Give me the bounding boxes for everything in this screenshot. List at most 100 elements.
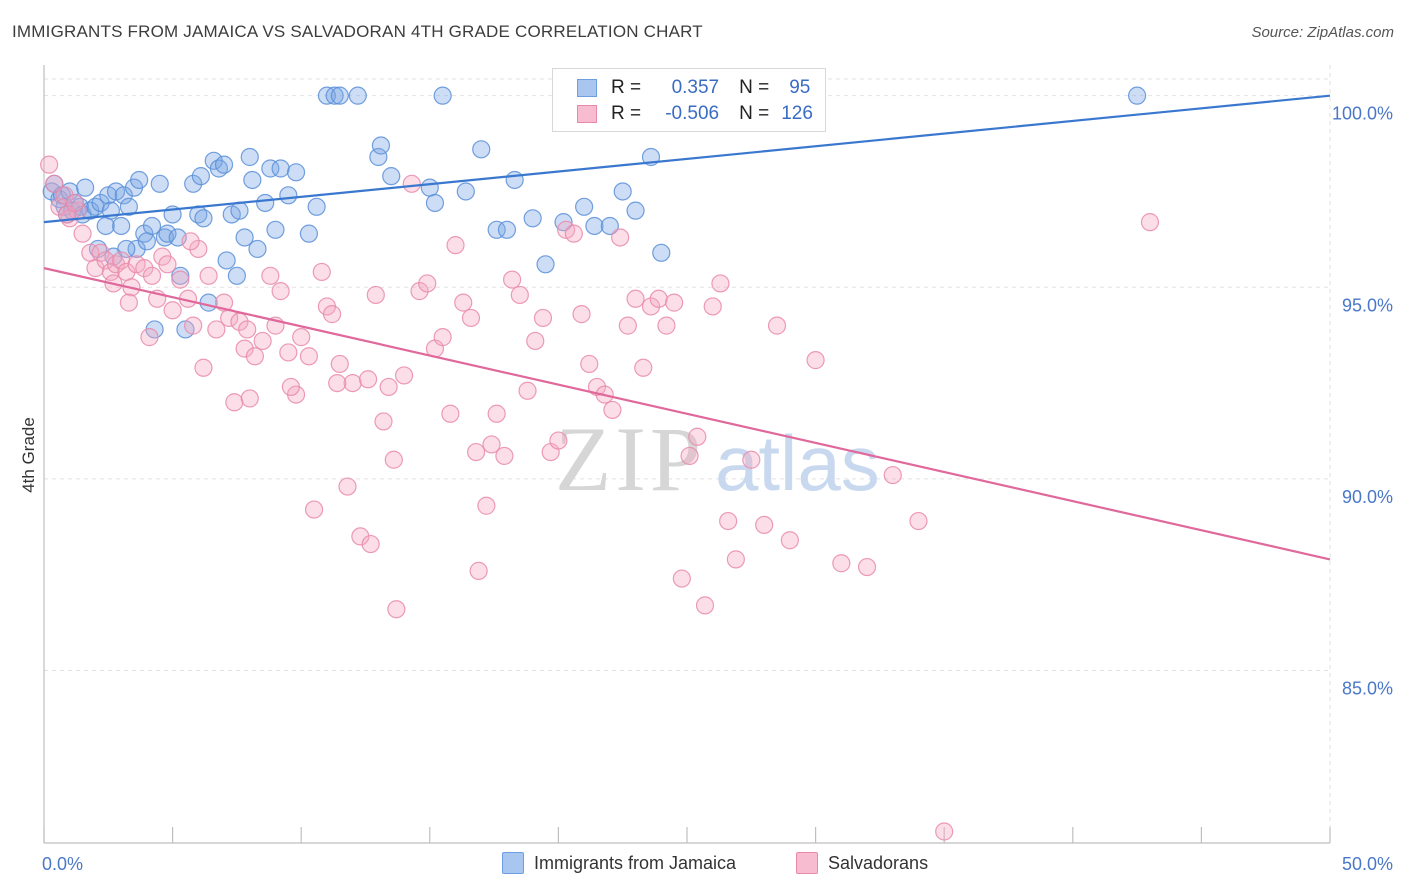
point-salvadoran [279, 343, 298, 362]
point-salvadoran [351, 527, 370, 546]
point-salvadoran [387, 600, 406, 619]
point-salvadoran [564, 224, 583, 243]
bottom-legend-jamaica[interactable]: Immigrants from Jamaica [502, 852, 736, 874]
point-jamaica [248, 239, 267, 259]
point-jamaica [279, 186, 298, 205]
watermark: ZIP atlas [555, 408, 880, 510]
x-tick-label: 0.0% [42, 854, 83, 874]
point-jamaica [142, 216, 162, 236]
point-salvadoran [680, 446, 699, 466]
trend-line-salvadorans [43, 267, 1331, 561]
point-salvadoran [328, 373, 347, 393]
point-salvadoran [40, 155, 59, 174]
point-salvadoran [225, 393, 244, 412]
point-jamaica [117, 239, 136, 259]
point-salvadoran [379, 377, 398, 397]
point-jamaica [523, 209, 542, 228]
point-jamaica [626, 201, 645, 220]
legend-n-value-jamaica: 95 [789, 77, 811, 98]
point-salvadoran [281, 377, 301, 397]
point-salvadoran [703, 297, 722, 316]
legend-r-label: R = [611, 77, 642, 98]
point-salvadoran [688, 427, 707, 446]
point-salvadoran [510, 285, 529, 305]
point-salvadoran [240, 389, 259, 408]
point-jamaica [369, 147, 388, 167]
point-salvadoran [312, 262, 331, 282]
y-tick-labels: 85.0% 90.0% 95.0% 100.0% [1332, 104, 1393, 699]
point-salvadoran [142, 266, 162, 285]
point-salvadoran [909, 511, 928, 531]
point-jamaica [348, 86, 367, 105]
x-tick-label: 50.0% [1342, 854, 1393, 874]
point-jamaica [299, 224, 319, 243]
point-jamaica [235, 228, 254, 247]
point-jamaica [194, 209, 213, 228]
point-jamaica [91, 193, 110, 213]
point-salvadoran [299, 347, 319, 366]
trend-lines [43, 94, 1331, 561]
point-salvadoran [503, 270, 522, 289]
point-jamaica [271, 159, 290, 178]
point-salvadoran [384, 450, 403, 469]
point-jamaica [130, 170, 149, 190]
y-tick-label: 90.0% [1342, 487, 1393, 507]
point-salvadoran [580, 354, 599, 374]
point-salvadoran [207, 320, 226, 339]
point-salvadoran [549, 431, 568, 450]
legend-r-value-salvadorans: -0.506 [665, 103, 720, 124]
point-salvadoran [469, 561, 488, 580]
y-tick-label: 85.0% [1342, 679, 1393, 699]
point-salvadoran [330, 354, 349, 374]
bottom-legend-salvadorans[interactable]: Salvadorans [796, 852, 928, 874]
bottom-legend-label-jamaica: Immigrants from Jamaica [534, 852, 737, 873]
point-salvadoran [45, 174, 64, 193]
point-jamaica [171, 266, 190, 285]
point-salvadoran [238, 320, 257, 339]
point-jamaica [536, 255, 555, 274]
point-salvadoran [402, 174, 421, 193]
point-jamaica [472, 140, 491, 159]
point-salvadoran [338, 477, 357, 496]
point-salvadoran [343, 373, 362, 393]
point-salvadoran [533, 308, 553, 328]
point-salvadoran [253, 331, 272, 351]
legend-n-label: N = [739, 77, 770, 98]
point-salvadoran [158, 255, 177, 274]
point-jamaica [96, 216, 115, 236]
point-jamaica [184, 174, 203, 193]
point-salvadoran [935, 822, 954, 841]
point-salvadoran [883, 465, 902, 485]
x-tick-labels: 0.0% 50.0% [42, 854, 1393, 874]
legend-n-value-salvadorans: 126 [781, 103, 813, 124]
chart-title: IMMIGRANTS FROM JAMAICA VS SALVADORAN 4T… [12, 22, 703, 41]
point-salvadoran [366, 285, 385, 305]
point-salvadoran [292, 328, 311, 347]
legend-r-value-jamaica: 0.357 [671, 77, 720, 98]
point-salvadoran [271, 282, 290, 301]
point-salvadoran [482, 435, 501, 454]
point-jamaica [425, 193, 445, 213]
bottom-legend-swatch-jamaica [502, 852, 524, 874]
point-jamaica [371, 136, 391, 155]
y-tick-label: 100.0% [1332, 104, 1393, 124]
point-salvadoran [261, 266, 280, 285]
point-jamaica [652, 243, 671, 262]
point-jamaica [137, 232, 156, 251]
point-jamaica [266, 220, 285, 239]
point-salvadoran [374, 412, 393, 431]
y-tick-label: 95.0% [1342, 295, 1393, 315]
point-jamaica [307, 197, 326, 216]
point-salvadoran [719, 511, 738, 531]
point-jamaica [330, 86, 349, 105]
point-salvadoran [189, 239, 208, 259]
point-salvadoran [487, 404, 506, 423]
trend-line-jamaica [43, 94, 1331, 224]
point-jamaica [261, 159, 280, 178]
point-salvadoran [65, 193, 84, 213]
point-salvadoran [477, 496, 496, 515]
point-jamaica [230, 201, 249, 220]
point-jamaica [256, 193, 275, 213]
point-jamaica [217, 251, 236, 270]
